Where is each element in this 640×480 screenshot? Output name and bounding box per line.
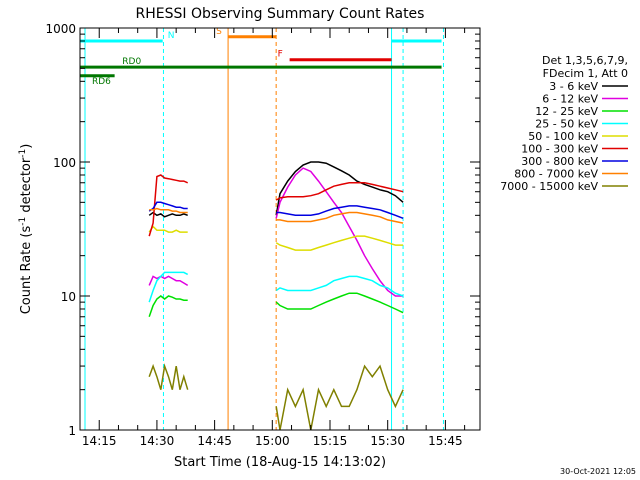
plot-frame: [79, 27, 481, 431]
y-axis: 1 10 100 1000: [45, 22, 480, 438]
legend-label-5: 100 - 300 keV: [521, 143, 598, 156]
series-line-4-0: [148, 225, 188, 233]
series-line-3-0: [148, 271, 189, 303]
y-tick-label: 10: [61, 290, 76, 304]
series-line-7-0: [149, 207, 188, 214]
x-axis-label: Start Time (18-Aug-15 14:13:02): [174, 455, 386, 470]
legend-label-8: 7000 - 15000 keV: [500, 180, 598, 193]
series-line-0-0: [148, 211, 188, 218]
legend: Det 1,3,5,6,7,9, FDecim 1, Att 0 3 - 6 k…: [500, 54, 628, 193]
series-line-8-1: [275, 364, 404, 431]
x-tick-label: 14:45: [197, 434, 232, 448]
y-tick-label: 100: [53, 156, 76, 170]
series-line-1-0: [148, 275, 189, 287]
series-line-2-1: [275, 292, 404, 314]
legend-label-6: 300 - 800 keV: [521, 155, 598, 168]
y-tick-label: 1: [68, 424, 76, 438]
series-line-5-0: [148, 174, 188, 237]
state-label-rd6: RD6: [92, 77, 111, 87]
x-tick-label: 14:30: [140, 434, 175, 448]
state-label-n: N: [168, 31, 175, 41]
series-line-3-1: [275, 275, 404, 297]
legend-label-3: 25 - 50 keV: [535, 118, 598, 131]
state-label-f: F: [278, 50, 283, 60]
x-tick-label: 15:15: [313, 434, 348, 448]
series-line-0-1: [275, 161, 404, 216]
series-line-6-0: [148, 201, 188, 212]
legend-header-line-1: Det 1,3,5,6,7,9,: [542, 54, 628, 67]
series-line-8-0: [148, 363, 189, 390]
series-line-6-1: [276, 205, 404, 219]
generation-timestamp: 30-Oct-2021 12:05: [560, 467, 636, 476]
plot-area: N S F RD0 RD6: [80, 27, 444, 431]
state-label-s: S: [216, 27, 222, 37]
legend-label-1: 6 - 12 keV: [542, 93, 598, 106]
series-line-5-1: [275, 182, 404, 201]
series-line-4-1: [275, 235, 404, 251]
legend-label-2: 12 - 25 keV: [535, 105, 598, 118]
x-axis: 14:15 14:30 14:45 15:00 15:15 15:30 15:45: [82, 28, 466, 448]
series-line-7-1: [276, 211, 404, 224]
series-line-2-0: [148, 295, 188, 318]
legend-label-0: 3 - 6 keV: [549, 80, 598, 93]
x-tick-label: 14:15: [82, 434, 117, 448]
chart-title: RHESSI Observing Summary Count Rates: [136, 6, 425, 22]
legend-label-7: 800 - 7000 keV: [514, 168, 598, 181]
y-tick-label: 1000: [45, 22, 76, 36]
x-tick-label: 15:30: [370, 434, 405, 448]
y-axis-label: Count Rate (s-1 detector-1): [18, 144, 34, 315]
legend-label-4: 50 - 100 keV: [528, 130, 598, 143]
state-label-rd0: RD0: [122, 57, 141, 67]
x-tick-label: 15:00: [255, 434, 290, 448]
legend-header-line-2: FDecim 1, Att 0: [543, 67, 628, 80]
x-tick-label: 15:45: [428, 434, 463, 448]
